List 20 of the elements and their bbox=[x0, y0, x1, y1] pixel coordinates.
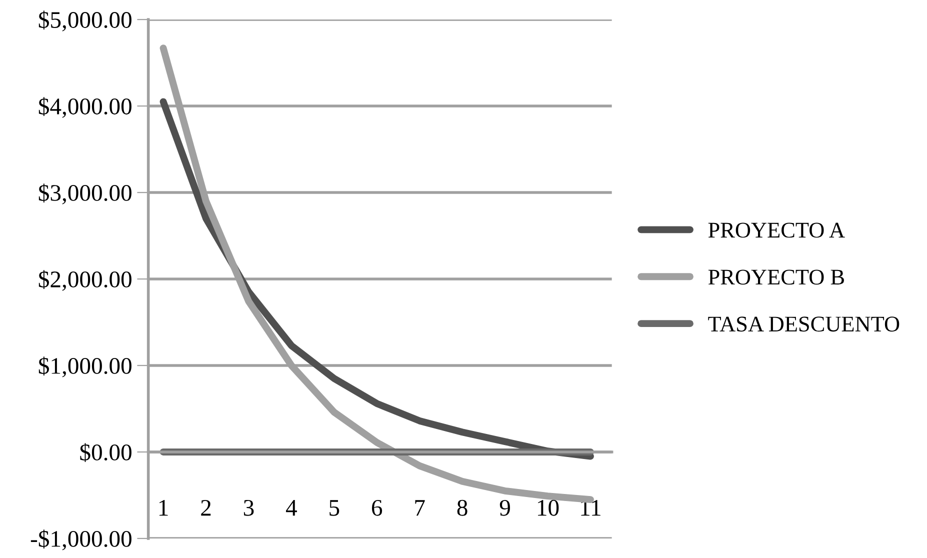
x-tick-label: 4 bbox=[286, 500, 297, 516]
x-tick-label: 3 bbox=[244, 500, 254, 516]
legend-label: TASA DESCUENTO bbox=[708, 316, 900, 332]
y-tick-label: $4,000.00 bbox=[38, 97, 132, 118]
x-tick-label: 2 bbox=[201, 500, 211, 516]
legend-label: PROYECTO B bbox=[708, 270, 844, 285]
legend-label: PROYECTO A bbox=[708, 222, 845, 238]
y-tick-label: $3,000.00 bbox=[38, 184, 132, 204]
x-tick-label: 5 bbox=[330, 500, 340, 516]
x-tick-label: 9 bbox=[500, 500, 510, 516]
y-tick-label: $5,000.00 bbox=[38, 10, 132, 32]
y-tick-label: $2,000.00 bbox=[38, 270, 132, 291]
y-tick-label: $1,000.00 bbox=[38, 356, 132, 378]
x-tick-label: 6 bbox=[372, 500, 382, 516]
x-tick-label: 10 bbox=[538, 500, 559, 516]
x-tick-label: 1 bbox=[159, 500, 168, 516]
y-tick-label: $0.00 bbox=[80, 443, 132, 462]
y-tick-label: -$1,000.00 bbox=[30, 530, 132, 550]
x-tick-label: 8 bbox=[457, 500, 468, 516]
x-tick-label: 7 bbox=[415, 500, 425, 516]
